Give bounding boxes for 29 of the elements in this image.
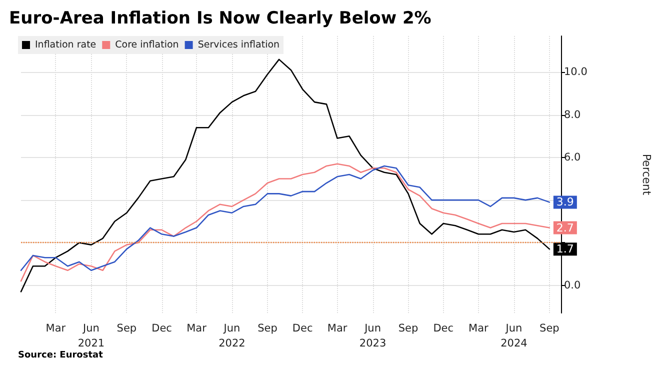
x-tick-label: Dec bbox=[433, 322, 454, 334]
line-series bbox=[20, 58, 550, 292]
source-note: Source: Eurostat bbox=[18, 350, 104, 360]
x-tick-label: Jun 2023 bbox=[359, 322, 386, 350]
y-axis-title: Percent bbox=[640, 154, 653, 196]
y-tick-label: 10.0 bbox=[564, 66, 588, 78]
x-tick-label: Dec bbox=[292, 322, 313, 334]
legend-label: Services inflation bbox=[198, 40, 280, 50]
x-tick-label: Sep bbox=[540, 322, 560, 334]
x-tick-label: Mar bbox=[327, 322, 348, 334]
x-tick-label: Mar bbox=[46, 322, 66, 334]
y-tick-label: 6.0 bbox=[564, 151, 581, 164]
x-tick-label: Sep bbox=[116, 322, 137, 334]
x-tick-label: Sep bbox=[398, 322, 418, 334]
data-label: 1.7 bbox=[556, 242, 574, 256]
x-tick-label: Jun 2021 bbox=[78, 322, 105, 350]
x-tick-label: Jun 2024 bbox=[500, 322, 528, 350]
x-tick-label: Mar bbox=[186, 322, 208, 334]
y-tick-label: 0.0 bbox=[564, 279, 581, 292]
legend-label: Core inflation bbox=[115, 40, 179, 50]
x-tick-label: Jun 2022 bbox=[218, 322, 246, 350]
data-label: 3.9 bbox=[556, 196, 574, 209]
data-label: 2.7 bbox=[556, 221, 574, 234]
legend-label: Inflation rate bbox=[35, 40, 96, 50]
y-tick-label: 8.0 bbox=[564, 108, 581, 121]
x-tick-label: Mar bbox=[468, 322, 490, 334]
x-tick-label: Dec bbox=[152, 322, 172, 334]
chart-title: Euro-Area Inflation Is Now Clearly Below 2% bbox=[9, 8, 432, 28]
x-tick-label: Sep bbox=[258, 322, 278, 334]
